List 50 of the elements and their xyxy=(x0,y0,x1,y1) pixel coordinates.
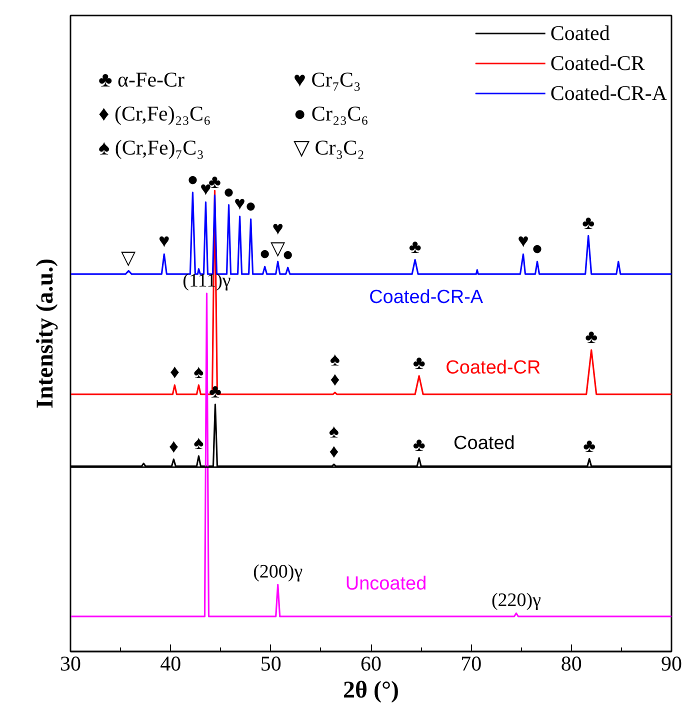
text: ▽ Cr₃C₂ xyxy=(294,136,364,160)
annotation: (220)γ xyxy=(491,590,542,612)
annotation: ♦ xyxy=(168,436,179,458)
annotation: ♠ xyxy=(194,362,204,384)
text: ♠ (Cr,Fe)₇C₃ xyxy=(98,136,204,160)
annotation: ♥ xyxy=(158,231,170,252)
legend-label: Coated-CR-A xyxy=(550,80,667,106)
annotation: Uncoated xyxy=(345,573,427,594)
annotation: ♣ xyxy=(583,436,596,457)
text: ♣ α-Fe-Cr xyxy=(98,68,185,92)
annotation: ♠ xyxy=(328,421,339,442)
annotation: ♣ xyxy=(582,212,595,234)
legend-label: Coated-CR xyxy=(550,50,645,76)
annotation: ♥ xyxy=(234,193,246,214)
annotation: ♥ xyxy=(518,231,529,252)
text: ♥ Cr₇C₃ xyxy=(294,68,361,92)
annotation: ♣ xyxy=(412,434,426,456)
annotation: ● xyxy=(186,169,198,190)
annotation: Coated-CR-A xyxy=(369,287,484,308)
annotation: ♣ xyxy=(408,236,422,258)
annotation: ♣ xyxy=(208,172,221,194)
annotation: (200)γ xyxy=(253,562,303,583)
y-axis-title: Intensity (a.u.) xyxy=(32,258,58,409)
x-tick-label: 40 xyxy=(160,652,182,676)
annotation: ● xyxy=(259,244,271,265)
x-tick-label: 90 xyxy=(661,652,682,676)
x-tick-label: 70 xyxy=(460,652,482,676)
x-axis-title: 2θ (°) xyxy=(342,678,400,704)
annotation: ♣ xyxy=(412,352,426,374)
annotation: ♥ xyxy=(272,218,284,240)
annotation: Coated xyxy=(454,433,515,454)
annotation: Coated-CR xyxy=(446,357,541,378)
text: ♦ (Cr,Fe)₂₃C₆ xyxy=(98,102,211,126)
annotation: ♦ xyxy=(330,369,340,390)
x-tick-label: 60 xyxy=(360,652,382,676)
annotation: ▽ xyxy=(121,248,136,269)
annotation: ♣ xyxy=(585,327,598,348)
x-tick-label: 30 xyxy=(60,652,81,676)
annotation: ● xyxy=(223,182,235,203)
annotation: ● xyxy=(532,238,544,260)
x-tick-label: 50 xyxy=(260,652,282,676)
annotation: ♦ xyxy=(170,362,180,384)
annotation: ▽ xyxy=(270,238,286,260)
annotation: ♠ xyxy=(194,433,204,454)
annotation: ● xyxy=(245,196,257,218)
annotation: ♠ xyxy=(330,349,340,370)
legend-label: Coated xyxy=(550,20,610,46)
annotation: ♦ xyxy=(329,441,340,462)
text: ● Cr₂₃C₆ xyxy=(294,102,368,126)
x-tick-label: 80 xyxy=(560,652,582,676)
